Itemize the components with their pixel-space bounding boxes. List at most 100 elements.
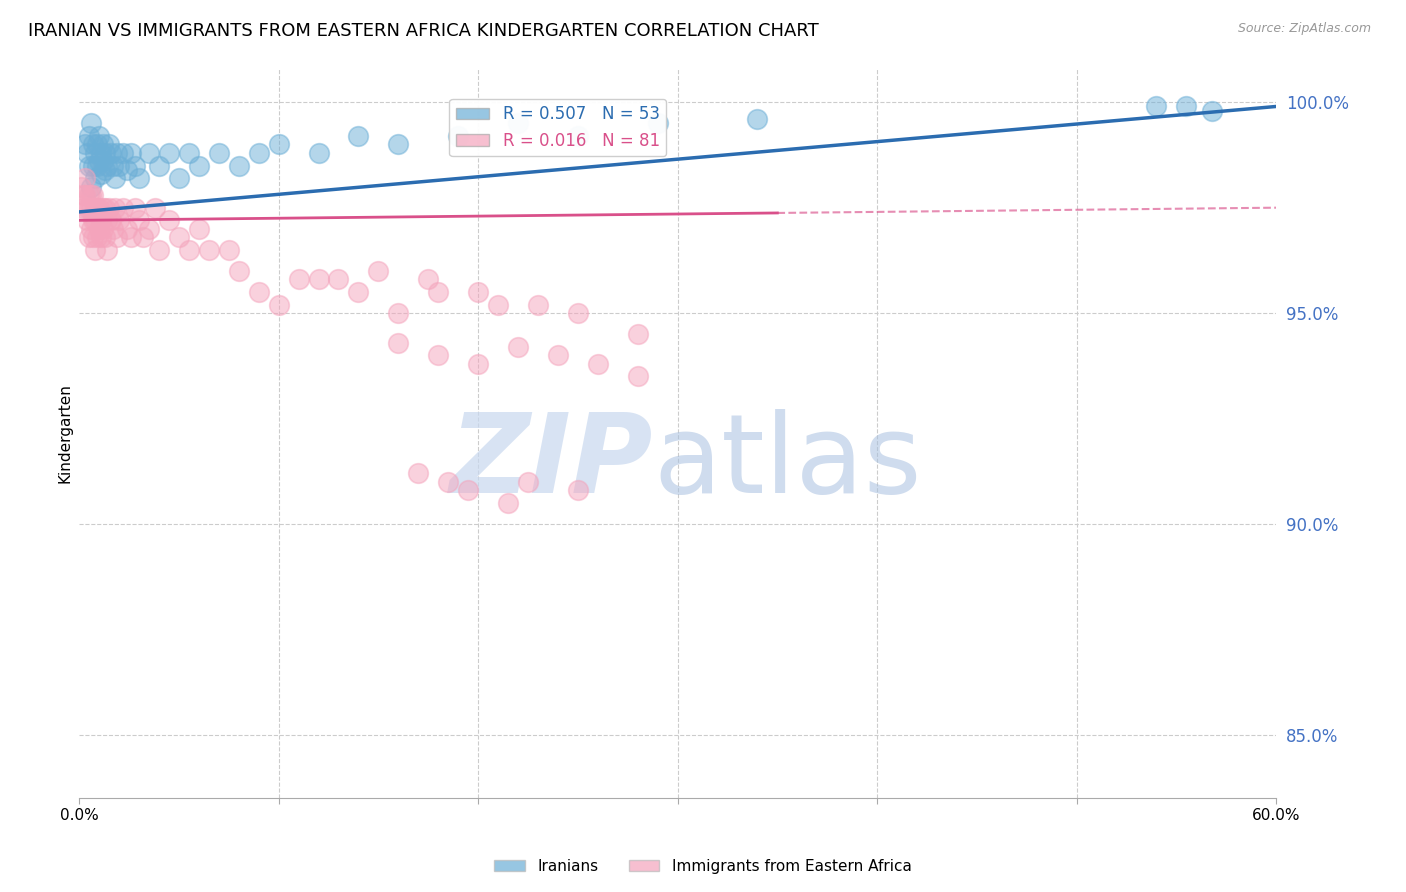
Point [96,213,118,227]
Point [138,221,160,235]
Point [157,145,180,160]
Point [586,357,609,371]
Point [167,171,190,186]
Point [94,201,117,215]
Point [77,201,100,215]
Point [84,201,107,215]
Point [218,243,240,257]
Point [267,137,290,152]
Point [91,154,114,169]
Text: IRANIAN VS IMMIGRANTS FROM EASTERN AFRICA KINDERGARTEN CORRELATION CHART: IRANIAN VS IMMIGRANTS FROM EASTERN AFRIC… [28,22,818,40]
Legend: R = 0.507   N = 53, R = 0.016   N = 81: R = 0.507 N = 53, R = 0.016 N = 81 [450,99,666,156]
Point [427,285,450,299]
Point [143,201,166,215]
Point [75,137,97,152]
Point [108,159,131,173]
Point [86,201,108,215]
Point [75,188,97,202]
Point [101,221,124,235]
Point [80,179,103,194]
Point [427,348,450,362]
Point [104,201,127,215]
Point [82,188,104,202]
Point [647,116,669,130]
Point [84,243,107,257]
Text: ZIP: ZIP [450,409,654,516]
Point [287,272,309,286]
Point [132,230,155,244]
Point [76,213,98,227]
Point [627,327,650,342]
Point [437,475,460,489]
Point [567,483,589,498]
Point [90,230,112,244]
Point [80,116,103,130]
Point [308,145,330,160]
Point [115,221,138,235]
Point [105,230,128,244]
Point [86,230,108,244]
Point [98,201,121,215]
Point [76,201,98,215]
Point [84,145,107,160]
Legend: Iranians, Immigrants from Eastern Africa: Iranians, Immigrants from Eastern Africa [488,853,918,880]
Point [124,159,146,173]
Point [111,201,134,215]
Point [267,298,290,312]
Point [406,467,429,481]
Point [98,137,121,152]
Point [506,116,529,130]
Point [387,335,409,350]
Point [77,230,100,244]
Point [228,264,250,278]
Point [148,159,170,173]
Point [91,221,114,235]
Point [157,213,180,227]
Point [167,230,190,244]
Point [177,145,200,160]
Point [1201,103,1223,118]
Point [457,483,479,498]
Point [187,159,209,173]
Point [70,179,93,194]
Point [120,145,142,160]
Point [228,159,250,173]
Point [75,171,97,186]
Point [187,221,209,235]
Point [91,201,114,215]
Point [101,159,124,173]
Point [96,243,118,257]
Point [198,243,221,257]
Point [80,188,103,202]
Point [82,230,104,244]
Point [506,340,529,354]
Point [328,272,350,286]
Point [94,162,117,177]
Point [148,243,170,257]
Point [90,167,112,181]
Point [247,145,270,160]
Point [208,145,231,160]
Point [90,213,112,227]
Point [87,221,110,235]
Point [87,201,110,215]
Text: Source: ZipAtlas.com: Source: ZipAtlas.com [1237,22,1371,36]
Point [77,188,100,202]
Point [347,285,370,299]
Point [128,171,150,186]
Y-axis label: Kindergarten: Kindergarten [58,384,72,483]
Point [567,128,589,143]
Point [72,201,94,215]
Point [91,137,114,152]
Point [527,298,550,312]
Point [447,128,470,143]
Point [567,306,589,320]
Point [90,145,112,160]
Point [418,272,440,286]
Point [105,145,128,160]
Point [80,221,103,235]
Point [308,272,330,286]
Point [547,348,569,362]
Point [100,213,122,227]
Point [247,285,270,299]
